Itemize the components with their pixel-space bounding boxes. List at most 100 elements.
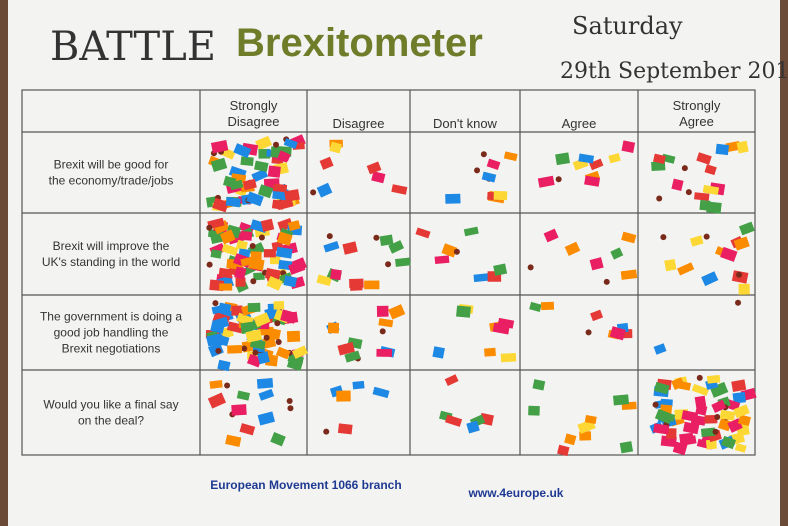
sticker: [621, 140, 636, 153]
sticker: [456, 305, 471, 318]
sticker: [366, 161, 382, 175]
sticker: [691, 383, 710, 397]
sticker: [444, 374, 459, 386]
sticker-dot: [703, 233, 710, 240]
sticker: [225, 434, 242, 447]
sticker: [653, 153, 666, 165]
sticker: [481, 171, 497, 183]
sticker: [445, 193, 461, 204]
sticker: [287, 220, 301, 232]
sticker: [540, 301, 555, 311]
sticker: [503, 151, 518, 162]
sticker: [564, 433, 577, 446]
sticker: [257, 351, 270, 365]
sticker: [337, 342, 355, 356]
sticker-dot: [273, 141, 280, 148]
sticker: [537, 175, 555, 188]
sticker: [207, 392, 227, 409]
sticker: [589, 158, 604, 171]
sticker: [213, 219, 230, 235]
sticker: [484, 347, 496, 357]
sticker-dot: [258, 234, 265, 241]
sticker: [711, 399, 727, 414]
sticker: [349, 282, 363, 291]
row-question: The government is doing a good job handli…: [40, 310, 182, 356]
sticker: [733, 236, 750, 251]
sticker: [376, 305, 389, 317]
date: 29th September 2018: [560, 59, 788, 84]
column-header: Disagree: [332, 116, 384, 131]
sticker: [720, 435, 737, 450]
sticker: [254, 160, 269, 172]
sticker: [245, 329, 263, 343]
sticker-dot: [480, 151, 487, 158]
sticker: [257, 184, 274, 199]
sticker: [275, 346, 291, 360]
sticker: [267, 165, 281, 178]
sticker-dot: [310, 189, 317, 196]
sticker: [240, 321, 253, 335]
sticker-dot: [212, 300, 219, 307]
sticker: [266, 276, 283, 291]
sticker-dot: [274, 320, 281, 327]
sticker: [225, 196, 241, 208]
sticker: [737, 414, 752, 427]
sticker-dot: [385, 261, 392, 268]
sticker: [717, 418, 732, 432]
sticker-dot: [656, 195, 663, 202]
sticker: [621, 231, 637, 244]
table-grid: [21, 89, 756, 456]
sticker-dot: [252, 349, 259, 356]
sticker: [719, 409, 736, 421]
sticker: [278, 259, 293, 271]
sticker: [704, 164, 717, 176]
sticker: [288, 260, 306, 275]
column-header: Agree: [562, 116, 597, 131]
sticker-dot: [603, 278, 610, 285]
sticker-dot: [527, 264, 534, 271]
sticker: [379, 234, 394, 247]
sticker-dot: [735, 299, 742, 306]
sticker-dot: [224, 382, 231, 389]
column-header: Don't know: [433, 116, 498, 131]
sticker: [720, 246, 738, 262]
sticker: [231, 404, 247, 416]
sticker: [666, 428, 677, 439]
sticker: [610, 247, 624, 260]
sticker: [704, 414, 718, 424]
sticker: [653, 423, 670, 435]
row-question: Brexit will improve the UK's standing in …: [42, 239, 180, 269]
sticker: [466, 420, 480, 434]
sticker: [493, 263, 508, 276]
sticker: [277, 150, 291, 162]
sticker: [578, 153, 595, 164]
sticker: [395, 257, 411, 267]
sticker: [584, 414, 597, 424]
sticker: [209, 379, 223, 389]
sticker: [270, 432, 286, 447]
sticker: [681, 410, 699, 422]
sticker-dot: [453, 248, 460, 255]
row-question: Brexit will be good for the economy/trade…: [49, 158, 174, 188]
sticker-dot: [323, 428, 330, 435]
sticker: [272, 183, 288, 193]
sticker-dot: [379, 328, 386, 335]
poster: [8, 0, 780, 526]
sticker: [275, 246, 293, 259]
sticker: [434, 255, 450, 265]
sticker: [260, 218, 275, 232]
sticker: [283, 275, 298, 288]
sticker-dot: [474, 167, 481, 174]
sticker-dot: [206, 261, 213, 268]
sticker: [283, 138, 298, 149]
sticker: [372, 386, 390, 399]
sticker: [532, 379, 546, 391]
sticker-dot: [263, 334, 270, 341]
sticker: [679, 432, 694, 444]
sticker-dot: [241, 345, 248, 352]
sticker: [253, 272, 265, 281]
sticker: [654, 408, 674, 425]
sticker: [255, 135, 273, 151]
sticker: [664, 258, 677, 272]
sticker: [258, 388, 275, 401]
